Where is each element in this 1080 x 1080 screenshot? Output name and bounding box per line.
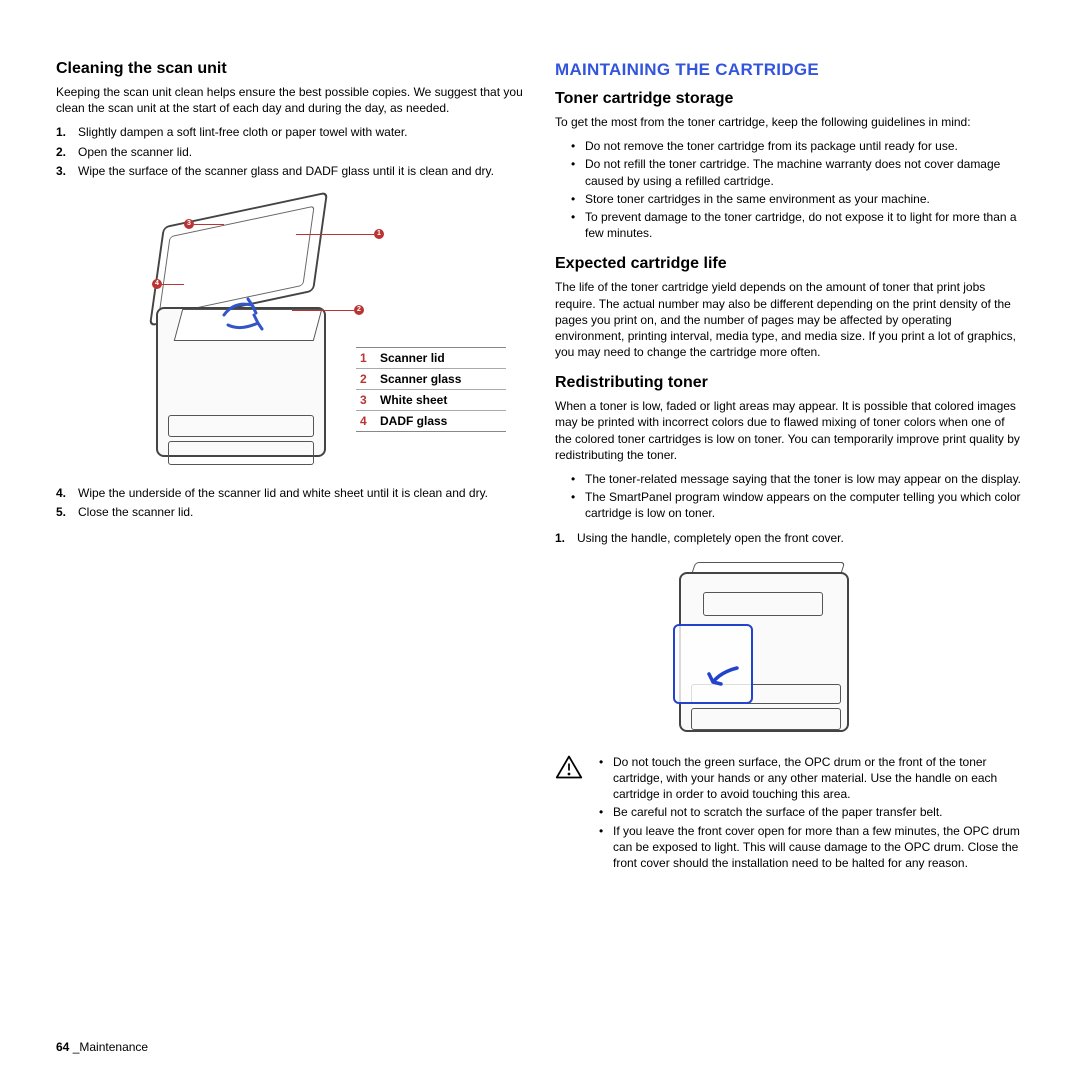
- open-arrow-icon: [707, 660, 747, 690]
- legend-row: 1Scanner lid: [356, 348, 506, 368]
- caution-item: If you leave the front cover open for mo…: [613, 823, 1024, 872]
- page-number: 64: [56, 1040, 69, 1054]
- section-name: Maintenance: [79, 1040, 148, 1054]
- step-item: 1.Slightly dampen a soft lint-free cloth…: [78, 124, 525, 140]
- printer-tray: [168, 441, 314, 465]
- figure-scanner-diagram: 1 2 3 4 1Scanner lid 2Scanner glass 3Whi…: [126, 187, 386, 477]
- callout-marker: 1: [374, 229, 384, 239]
- step-item: 1.Using the handle, completely open the …: [577, 530, 1024, 546]
- page-footer: 64 _Maintenance: [56, 1040, 148, 1054]
- callout-line: [162, 284, 184, 285]
- step-item: 5.Close the scanner lid.: [78, 504, 525, 520]
- body-text: To get the most from the toner cartridge…: [555, 114, 1024, 130]
- bullet-item: To prevent damage to the toner cartridge…: [585, 209, 1024, 241]
- caution-block: Do not touch the green surface, the OPC …: [555, 754, 1024, 873]
- steps-list-1: 1.Slightly dampen a soft lint-free cloth…: [56, 124, 525, 179]
- legend-row: 2Scanner glass: [356, 368, 506, 389]
- legend-row: 4DADF glass: [356, 410, 506, 431]
- bullet-list: The toner-related message saying that th…: [555, 471, 1024, 522]
- step-item: 4.Wipe the underside of the scanner lid …: [78, 485, 525, 501]
- intro-text: Keeping the scan unit clean helps ensure…: [56, 84, 525, 116]
- warning-icon: [555, 754, 585, 782]
- caution-list: Do not touch the green surface, the OPC …: [597, 754, 1024, 873]
- left-column: Cleaning the scan unit Keeping the scan …: [56, 60, 525, 873]
- body-text: The life of the toner cartridge yield de…: [555, 279, 1024, 360]
- heading-toner-storage: Toner cartridge storage: [555, 90, 1024, 108]
- bullet-item: Do not refill the toner cartridge. The m…: [585, 156, 1024, 188]
- wipe-arrows-icon: [218, 295, 268, 335]
- callout-marker: 2: [354, 305, 364, 315]
- caution-item: Do not touch the green surface, the OPC …: [613, 754, 1024, 803]
- legend-row: 3White sheet: [356, 389, 506, 410]
- heading-maintaining-cartridge: MAINTAINING THE CARTRIDGE: [555, 60, 1024, 80]
- printer-tray: [691, 708, 841, 730]
- bullet-item: The toner-related message saying that th…: [585, 471, 1024, 487]
- callout-line: [292, 310, 354, 311]
- heading-redistributing: Redistributing toner: [555, 374, 1024, 392]
- figure-open-cover: [655, 554, 865, 744]
- bullet-item: Store toner cartridges in the same envir…: [585, 191, 1024, 207]
- caution-item: Be careful not to scratch the surface of…: [613, 804, 1024, 820]
- printer-tray: [168, 415, 314, 437]
- body-text: When a toner is low, faded or light area…: [555, 398, 1024, 463]
- callout-marker: 3: [184, 219, 194, 229]
- heading-cleaning-scan-unit: Cleaning the scan unit: [56, 60, 525, 78]
- bullet-item: The SmartPanel program window appears on…: [585, 489, 1024, 521]
- printer-panel: [703, 592, 823, 616]
- steps-list-2: 4.Wipe the underside of the scanner lid …: [56, 485, 525, 520]
- callout-line: [194, 224, 224, 225]
- heading-expected-life: Expected cartridge life: [555, 255, 1024, 273]
- callout-line: [296, 234, 374, 235]
- callout-marker: 4: [152, 279, 162, 289]
- bullet-list: Do not remove the toner cartridge from i…: [555, 138, 1024, 241]
- steps-list: 1.Using the handle, completely open the …: [555, 530, 1024, 546]
- bullet-item: Do not remove the toner cartridge from i…: [585, 138, 1024, 154]
- step-item: 3.Wipe the surface of the scanner glass …: [78, 163, 525, 179]
- step-item: 2.Open the scanner lid.: [78, 144, 525, 160]
- right-column: MAINTAINING THE CARTRIDGE Toner cartridg…: [555, 60, 1024, 873]
- figure-legend: 1Scanner lid 2Scanner glass 3White sheet…: [356, 347, 506, 432]
